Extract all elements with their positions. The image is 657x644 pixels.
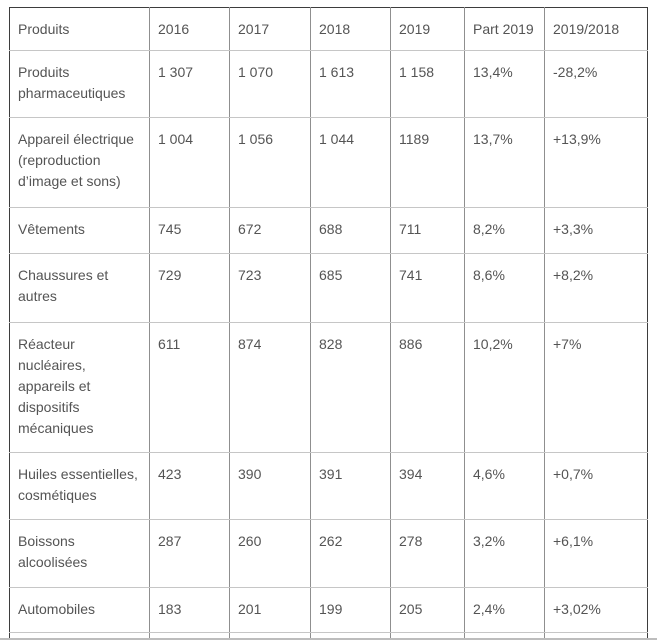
products-trade-table: Produits 2016 2017 2018 2019 Part 2019 2… <box>9 7 648 638</box>
cell: +7% <box>544 322 648 453</box>
cell: 685 <box>310 253 391 323</box>
cell: 423 <box>149 452 230 520</box>
table-body: Produits pharmaceutiques 1 307 1 070 1 6… <box>9 50 648 638</box>
cell: 13,7% <box>464 117 545 208</box>
column-header-2018: 2018 <box>310 7 391 51</box>
cell: 711 <box>390 207 465 254</box>
cell: 688 <box>310 207 391 254</box>
table-row: Vêtements 745 672 688 711 8,2% +3,3% <box>9 207 648 254</box>
row-label: Automobiles <box>9 587 150 633</box>
cell: 4,6% <box>464 452 545 520</box>
cell: +3,3% <box>544 207 648 254</box>
cell: 1 070 <box>229 50 311 118</box>
cell: 672 <box>229 207 311 254</box>
cell: 394 <box>390 452 465 520</box>
table-row-cutoff <box>9 632 648 638</box>
cell: 886 <box>390 322 465 453</box>
cell: 1 004 <box>149 117 230 208</box>
cell: 1 613 <box>310 50 391 118</box>
table-row: Appareil électrique (reproduction d’imag… <box>9 117 648 208</box>
cell: 10,2% <box>464 322 545 453</box>
table-row: Chaussures et autres 729 723 685 741 8,6… <box>9 253 648 323</box>
column-header-part-2019: Part 2019 <box>464 7 545 51</box>
table-row: Automobiles 183 201 199 205 2,4% +3,02% <box>9 587 648 633</box>
row-label: Huiles essentielles, cosmétiques <box>9 452 150 520</box>
cell: 391 <box>310 452 391 520</box>
cell: 741 <box>390 253 465 323</box>
row-label: Boissons alcoolisées <box>9 519 150 588</box>
cell: 8,2% <box>464 207 545 254</box>
cell: +0,7% <box>544 452 648 520</box>
cell: 8,6% <box>464 253 545 323</box>
table-row: Huiles essentielles, cosmétiques 423 390… <box>9 452 648 520</box>
cell: 1 056 <box>229 117 311 208</box>
cell: +3,02% <box>544 587 648 633</box>
cell: 262 <box>310 519 391 588</box>
cell: 201 <box>229 587 311 633</box>
row-label: Produits pharmaceutiques <box>9 50 150 118</box>
cell: 723 <box>229 253 311 323</box>
table-row: Produits pharmaceutiques 1 307 1 070 1 6… <box>9 50 648 118</box>
row-label: Réacteur nucléaires, appareils et dispos… <box>9 322 150 453</box>
cell: 183 <box>149 587 230 633</box>
table-row: Boissons alcoolisées 287 260 262 278 3,2… <box>9 519 648 588</box>
cell: 874 <box>229 322 311 453</box>
row-label: Chaussures et autres <box>9 253 150 323</box>
cell: 199 <box>310 587 391 633</box>
column-header-produits: Produits <box>9 7 150 51</box>
row-label: Vêtements <box>9 207 150 254</box>
cell: 3,2% <box>464 519 545 588</box>
cell: 1 044 <box>310 117 391 208</box>
bottom-divider <box>0 638 657 640</box>
row-label: Appareil électrique (reproduction d’imag… <box>9 117 150 208</box>
cell: 278 <box>390 519 465 588</box>
cell: 1189 <box>390 117 465 208</box>
cell: -28,2% <box>544 50 648 118</box>
cell: +13,9% <box>544 117 648 208</box>
column-header-2016: 2016 <box>149 7 230 51</box>
cell: 260 <box>229 519 311 588</box>
cell: 745 <box>149 207 230 254</box>
cell: 1 307 <box>149 50 230 118</box>
cell: 1 158 <box>390 50 465 118</box>
cell <box>544 632 648 638</box>
cell: +8,2% <box>544 253 648 323</box>
cell: 205 <box>390 587 465 633</box>
cell: +6,1% <box>544 519 648 588</box>
column-header-2019-2018: 2019/2018 <box>544 7 648 51</box>
table-row: Réacteur nucléaires, appareils et dispos… <box>9 322 648 453</box>
cell: 2,4% <box>464 587 545 633</box>
cell: 287 <box>149 519 230 588</box>
column-header-2017: 2017 <box>229 7 311 51</box>
cell: 729 <box>149 253 230 323</box>
cell: 828 <box>310 322 391 453</box>
cell: 390 <box>229 452 311 520</box>
header-row: Produits 2016 2017 2018 2019 Part 2019 2… <box>9 7 648 51</box>
cell: 611 <box>149 322 230 453</box>
column-header-2019: 2019 <box>390 7 465 51</box>
cell: 13,4% <box>464 50 545 118</box>
table-header: Produits 2016 2017 2018 2019 Part 2019 2… <box>9 7 648 51</box>
